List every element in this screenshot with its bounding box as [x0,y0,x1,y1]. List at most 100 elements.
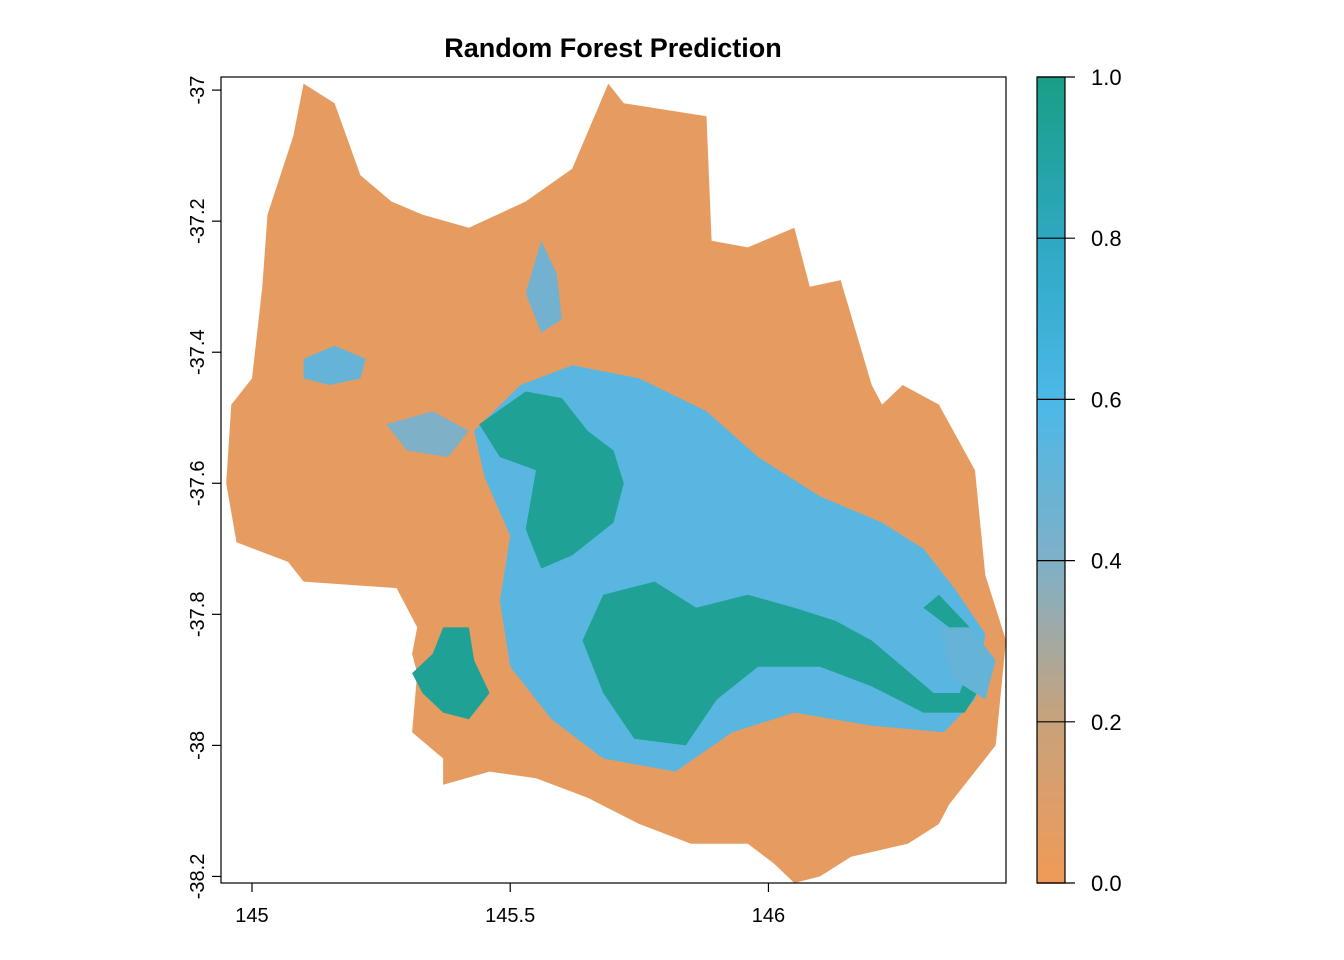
colorbar-swatch [1037,802,1065,810]
colorbar-swatch [1037,305,1065,313]
colorbar-tick-label: 0.6 [1091,387,1122,412]
colorbar-swatch [1037,587,1065,595]
colorbar-swatch [1037,83,1065,92]
colorbar-swatch [1037,110,1065,118]
region-patch-nw [303,345,366,385]
colorbar-swatch [1037,97,1065,105]
colorbar-tick-label: 0.4 [1091,549,1122,574]
colorbar-swatch [1037,849,1065,857]
colorbar-swatch [1037,567,1065,575]
colorbar-swatch [1037,325,1065,333]
colorbar-swatch [1037,533,1065,542]
region-core-east [582,581,986,746]
y-tick-label: -37.8 [187,592,209,638]
colorbar-swatch [1037,715,1065,723]
colorbar-swatch [1037,594,1065,602]
colorbar-swatch [1037,258,1065,266]
colorbar-swatch [1037,782,1065,790]
colorbar-swatch [1037,869,1065,877]
colorbar-swatch [1037,473,1065,481]
colorbar-swatch [1037,728,1065,736]
colorbar-swatch [1037,238,1065,246]
colorbar-swatch [1037,574,1065,582]
colorbar-swatch [1037,439,1065,448]
colorbar-swatch [1037,466,1065,474]
colorbar-swatch [1037,412,1065,421]
colorbar-swatch [1037,748,1065,756]
colorbar-swatch [1037,211,1065,219]
colorbar-swatch [1037,600,1065,609]
colorbar-swatch [1037,661,1065,669]
colorbar-swatch [1037,553,1065,562]
colorbar-swatch [1037,856,1065,864]
colorbar-swatch [1037,385,1065,394]
colorbar-swatch [1037,809,1065,817]
colorbar-swatch [1037,197,1065,206]
colorbar-swatch [1037,224,1065,233]
colorbar-swatch [1037,406,1065,414]
colorbar-swatch [1037,795,1065,803]
colorbar-swatch [1037,271,1065,280]
colorbar-swatch [1037,204,1065,212]
colorbar-swatch [1037,244,1065,253]
colorbar-swatch [1037,144,1065,152]
colorbar-swatch [1037,527,1065,535]
colorbar-swatch [1037,103,1065,112]
colorbar-swatch [1037,560,1065,568]
colorbar-swatch [1037,285,1065,293]
colorbar-swatch [1037,164,1065,172]
colorbar-swatch [1037,231,1065,239]
colorbar-swatch [1037,768,1065,777]
colorbar-swatch [1037,359,1065,367]
colorbar-swatch [1037,365,1065,374]
prediction-raster [226,83,1006,883]
colorbar-swatch [1037,332,1065,340]
colorbar-tick-label: 0.8 [1091,226,1122,251]
colorbar-swatch [1037,291,1065,300]
region-core-west [412,627,490,720]
region-core-central [479,391,624,569]
colorbar-swatch [1037,218,1065,226]
region-patch-north [525,240,562,333]
y-tick-label: -38.2 [187,854,209,900]
colorbar-swatch [1037,540,1065,548]
colorbar-swatch [1037,614,1065,622]
colorbar-swatch [1037,547,1065,555]
colorbar-swatch [1037,647,1065,656]
colorbar-swatch [1037,312,1065,320]
colorbar-swatch [1037,775,1065,783]
colorbar-swatch [1037,674,1065,683]
colorbar-swatch [1037,486,1065,495]
colorbar-swatch [1037,668,1065,676]
x-tick-label: 145 [235,905,268,927]
y-tick-label: -38 [187,731,209,760]
colorbar-swatch [1037,298,1065,306]
colorbar-legend: 0.0 0.2 0.4 0.6 0.8 1.0 [1036,65,1122,896]
colorbar-swatch [1037,641,1065,649]
colorbar-swatch [1037,741,1065,750]
colorbar-swatch [1037,278,1065,286]
colorbar-swatch [1037,788,1065,797]
y-tick-label: -37.4 [187,329,209,375]
y-tick-label: -37 [187,76,209,105]
colorbar-swatch [1037,480,1065,488]
colorbar-swatch [1037,446,1065,454]
colorbar-swatch [1037,520,1065,528]
colorbar-swatch [1037,634,1065,642]
y-tick-label: -37.2 [187,198,209,244]
plot-frame [220,76,1007,884]
colorbar-swatch [1037,251,1065,259]
colorbar-swatch [1037,426,1065,434]
colorbar-swatch [1037,835,1065,844]
colorbar-swatch [1037,177,1065,186]
colorbar-swatch [1037,171,1065,179]
colorbar-tick-label: 0.0 [1091,871,1122,896]
colorbar-swatch [1037,493,1065,501]
colorbar-swatch [1037,621,1065,629]
colorbar-swatch [1037,627,1065,636]
colorbar-swatch [1037,77,1065,85]
y-tick-label: -37.6 [187,460,209,506]
colorbar-swatch [1037,338,1065,347]
colorbar-swatch [1037,345,1065,353]
